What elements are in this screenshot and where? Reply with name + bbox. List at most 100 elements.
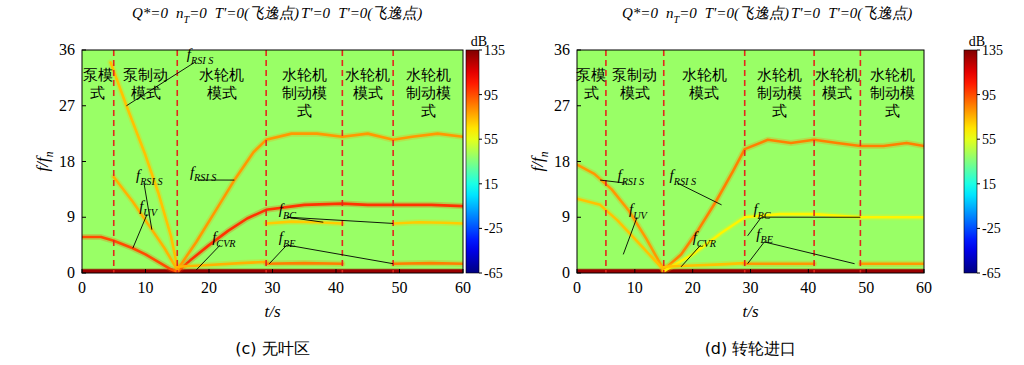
y-tick bbox=[577, 50, 581, 51]
colorbar-tick bbox=[479, 139, 482, 140]
annotation-leader bbox=[764, 242, 854, 264]
text-part: Q*=0 bbox=[622, 5, 658, 21]
colorbar-label: dB bbox=[969, 34, 985, 49]
x-axis-label: t/s bbox=[742, 302, 758, 321]
y-tick bbox=[577, 217, 581, 218]
x-tick-label: 10 bbox=[627, 279, 643, 296]
mode-boundary bbox=[860, 50, 862, 273]
annotation: fUV bbox=[139, 198, 159, 218]
colorbar-tick bbox=[977, 183, 980, 184]
mode-label: 水轮机模式 bbox=[345, 66, 390, 102]
caption: (c) 无叶区 bbox=[235, 339, 309, 358]
text-part: T'=0 bbox=[791, 5, 821, 21]
track-glow bbox=[577, 268, 924, 273]
annotation: fRSI S bbox=[617, 167, 644, 187]
x-tick bbox=[924, 269, 925, 273]
x-tick bbox=[692, 269, 693, 273]
annotation-leader bbox=[196, 245, 220, 270]
mode-label: 水轮机模式 bbox=[682, 66, 727, 102]
mode-label-line: 水轮机 bbox=[815, 66, 860, 84]
subscript: n bbox=[538, 151, 551, 157]
x-tick-label: 60 bbox=[916, 279, 932, 296]
text-part: T'=0(飞逸点) bbox=[338, 5, 422, 22]
subscript: UV bbox=[143, 207, 158, 218]
track-glow bbox=[664, 263, 745, 267]
frequency-track bbox=[111, 62, 178, 266]
y-tick-label: 27 bbox=[554, 97, 570, 114]
colorbar-tick-label: -25 bbox=[982, 221, 1001, 236]
mode-label-line: 式 bbox=[772, 102, 787, 120]
subscript: n bbox=[43, 151, 56, 157]
mode-label-line: 水轮机 bbox=[345, 66, 390, 84]
colorbar bbox=[964, 50, 977, 273]
figure: 泵模式泵制动模式水轮机模式水轮机制动模式水轮机模式水轮机制动模式fRSI SfR… bbox=[0, 0, 1024, 365]
subscript: BE bbox=[283, 238, 296, 249]
annotation: fBC bbox=[753, 201, 770, 221]
mode-label-line: 泵制动 bbox=[612, 66, 657, 84]
track-glow bbox=[177, 134, 463, 270]
mode-boundary bbox=[113, 50, 115, 273]
colorbar-tick-label: 55 bbox=[982, 132, 996, 147]
x-tick bbox=[336, 269, 337, 273]
y-tick-label: 18 bbox=[59, 153, 75, 170]
y-tick-label: 36 bbox=[554, 41, 570, 58]
mode-label-line: 模式 bbox=[689, 84, 719, 102]
mode-label-line: 式 bbox=[584, 84, 599, 102]
annotation: fBE bbox=[756, 226, 773, 246]
frequency-track bbox=[177, 262, 266, 267]
x-axis-label: t/s bbox=[264, 302, 280, 321]
mode-label-line: 模式 bbox=[620, 84, 650, 102]
mode-label-line: 制动模 bbox=[870, 84, 915, 102]
annotation: fUV bbox=[629, 201, 649, 221]
x-tick bbox=[808, 269, 809, 273]
colorbar-tick-label: -65 bbox=[484, 266, 503, 281]
colorbar-tick-label: -65 bbox=[982, 266, 1001, 281]
mode-label-line: 水轮机 bbox=[282, 66, 327, 84]
colorbar-label: dB bbox=[471, 34, 487, 49]
colorbar-tick-label: -25 bbox=[484, 221, 503, 236]
mode-label-line: 泵模 bbox=[83, 66, 113, 84]
y-tick-label: 36 bbox=[59, 41, 75, 58]
colorbar-tick-label: 95 bbox=[484, 88, 498, 103]
colorbar-tick bbox=[479, 273, 482, 274]
mode-label: 水轮机制动模式 bbox=[406, 66, 451, 120]
mode-label-line: 式 bbox=[421, 102, 436, 120]
mode-label: 水轮机制动模式 bbox=[282, 66, 327, 120]
annotation-leader bbox=[287, 217, 393, 223]
colorbar-tick bbox=[977, 94, 980, 95]
plot-frame bbox=[82, 50, 463, 273]
subscript: BE bbox=[760, 234, 773, 245]
mode-label-line: 制动模 bbox=[406, 84, 451, 102]
y-tick-label: 9 bbox=[562, 208, 570, 225]
annotation-leader bbox=[623, 217, 637, 254]
subscript: BC bbox=[758, 210, 771, 221]
colorbar-tick bbox=[977, 273, 980, 274]
text-part: =0 bbox=[679, 5, 697, 21]
subscript: BC bbox=[283, 210, 296, 221]
track-glow bbox=[664, 214, 924, 271]
y-tick bbox=[577, 273, 581, 274]
y-tick bbox=[577, 161, 581, 162]
colorbar-tick-label: 95 bbox=[982, 88, 996, 103]
spectrum-background bbox=[82, 50, 463, 273]
mode-label: 水轮机制动模式 bbox=[870, 66, 915, 120]
x-tick bbox=[866, 269, 867, 273]
mode-label-line: 水轮机 bbox=[757, 66, 802, 84]
text-part: n bbox=[666, 5, 674, 21]
frequency-track bbox=[82, 269, 463, 273]
x-tick-label: 10 bbox=[138, 279, 154, 296]
y-axis-label: f/fn bbox=[33, 151, 56, 171]
operating-points: Q*=0nT=0T'=0(飞逸点)T'=0T'=0(飞逸点) bbox=[132, 5, 422, 25]
mode-label-line: 式 bbox=[90, 84, 105, 102]
track-glow bbox=[82, 268, 463, 273]
spectrum-background bbox=[577, 50, 924, 273]
mode-label-line: 制动模 bbox=[282, 84, 327, 102]
colorbar-tick bbox=[977, 139, 980, 140]
x-tick bbox=[463, 269, 464, 273]
text-part: n bbox=[176, 5, 184, 21]
mode-label-line: 模式 bbox=[822, 84, 852, 102]
annotation: fBE bbox=[279, 229, 296, 249]
x-tick bbox=[209, 269, 210, 273]
plot-area bbox=[82, 50, 463, 273]
frequency-track bbox=[177, 204, 463, 272]
